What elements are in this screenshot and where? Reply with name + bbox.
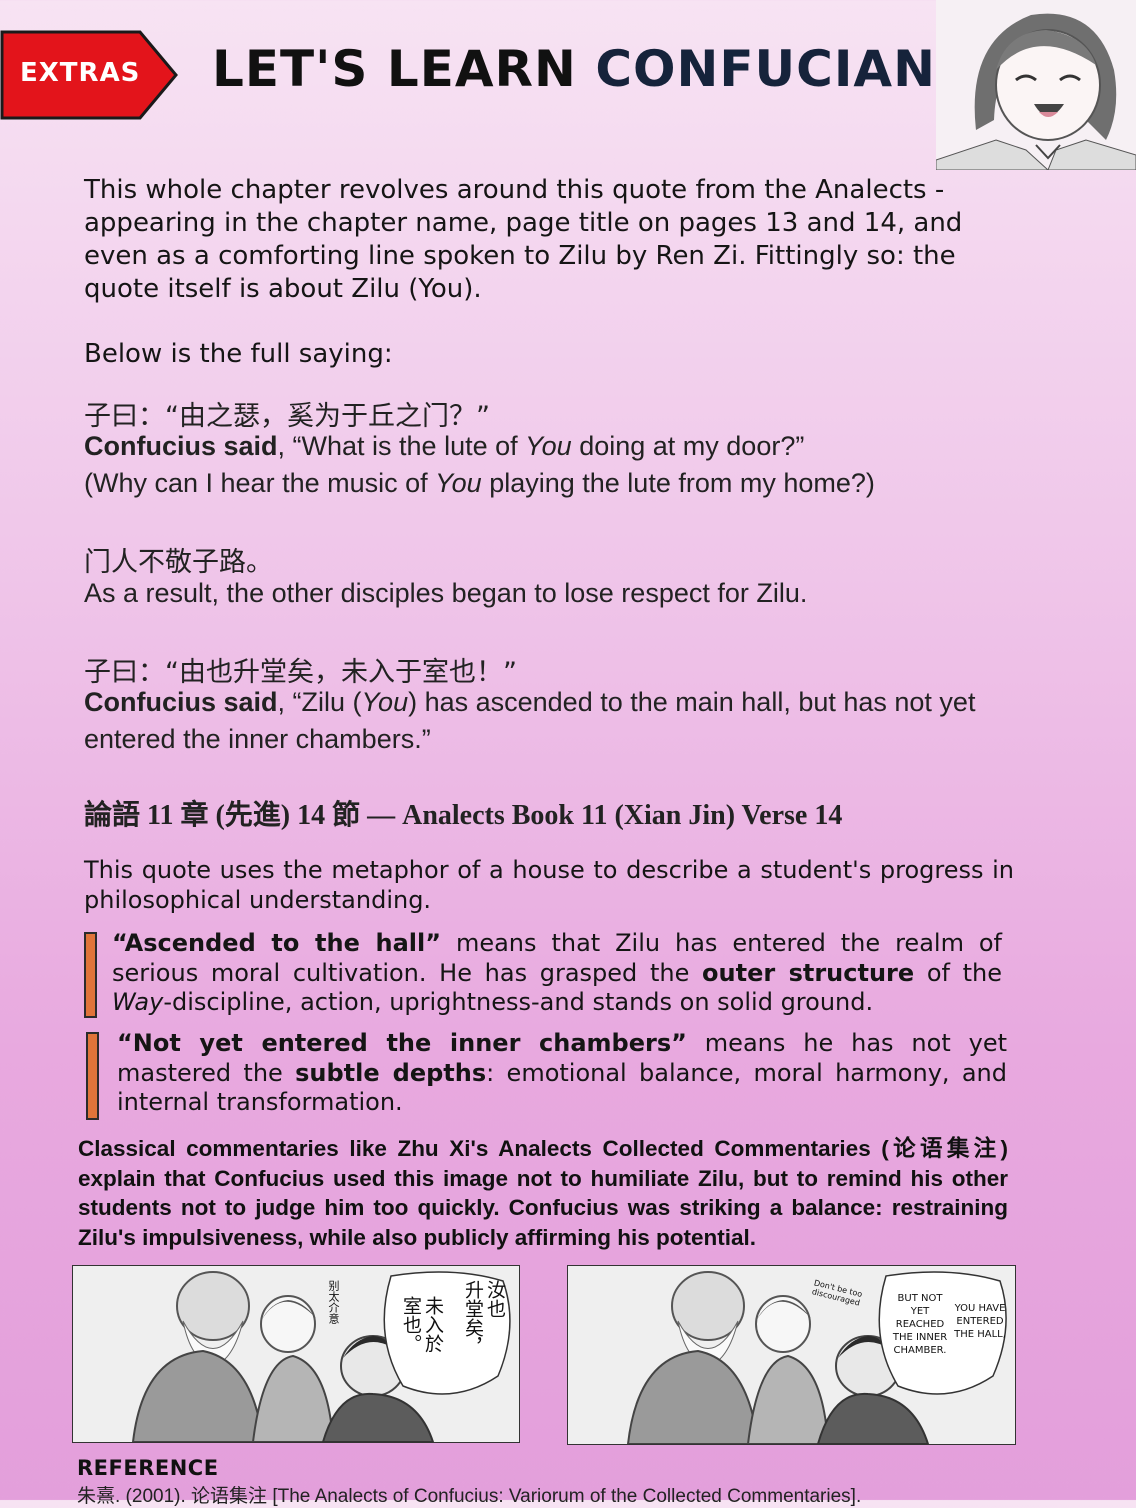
point1-text1: means that Zilu has entered the realm of… xyxy=(112,929,1003,987)
point1-bold: outer structure xyxy=(702,958,915,987)
metaphor-paragraph: This quote uses the metaphor of a house … xyxy=(84,856,1014,914)
point1-text3: -discipline, action, uprightness-and sta… xyxy=(163,988,874,1016)
quote2-english: As a result, the other disciples began t… xyxy=(84,578,808,608)
quote1-english: Confucius said, “What is the lute of You… xyxy=(84,428,1044,502)
quote3-text-after: ) has ascended to the main hall, but has… xyxy=(84,687,976,754)
quote1-gloss-after: playing the lute from my home?) xyxy=(481,468,875,498)
point2-text1: means he has not yet mastered the xyxy=(117,1029,1007,1087)
right-panel-bubble-left: BUT NOT YET REACHED THE INNER CHAMBER. xyxy=(892,1293,948,1356)
left-panel-small-note: 别太介意 xyxy=(327,1280,340,1324)
point1-paragraph: “Ascended to the hall” means that Zilu h… xyxy=(112,929,1002,1018)
quote1-text-after: doing at my door?” xyxy=(571,431,805,461)
quote1-name: You xyxy=(525,431,572,461)
left-panel-bubble-col1: 汝也 xyxy=(484,1280,506,1318)
quote1-speaker: Confucius said xyxy=(84,431,278,461)
quote2-chinese: 门人不敬子路。 xyxy=(84,547,273,578)
point2-paragraph: “Not yet entered the inner chambers” mea… xyxy=(117,1029,1007,1118)
quote1-gloss-before: (Why can I hear the music of xyxy=(84,468,436,498)
point1-italic: Way xyxy=(112,988,164,1016)
manga-panel-english: Don't be too discouraged BUT NOT YET REA… xyxy=(567,1265,1016,1445)
left-panel-bubble-col2: 升堂矣， xyxy=(462,1280,484,1356)
reference-heading: REFERENCE xyxy=(77,1456,219,1480)
quote3-speaker: Confucius said xyxy=(84,687,278,717)
point2-text2: : emotional balance, moral harmony, and … xyxy=(117,1058,1007,1117)
quote1-text-before: , “What is the lute of xyxy=(277,431,526,461)
point1-lead: “Ascended to the hall” xyxy=(112,929,442,957)
title-part1: LET'S LEARN xyxy=(212,40,577,98)
extras-tag xyxy=(0,30,178,120)
manga-panel-english-art xyxy=(568,1266,1015,1444)
right-panel-bubble-right: YOU HAVE ENTERED THE HALL, xyxy=(954,1303,1006,1340)
point2-accent-bar xyxy=(86,1032,99,1120)
extras-label: EXTRAS xyxy=(20,58,141,88)
quote1-gloss-name: You xyxy=(435,468,482,498)
intro-below: Below is the full saying: xyxy=(84,339,393,369)
quote3-text-before: , “Zilu ( xyxy=(277,687,362,717)
quote3-english: Confucius said, “Zilu (You) has ascended… xyxy=(84,684,1024,758)
intro-paragraph: This whole chapter revolves around this … xyxy=(84,175,963,304)
quote3-chinese: 子曰：“由也升堂矣，未入于室也！” xyxy=(84,657,517,688)
reference-text: 朱熹. (2001). 论语集注 [The Analects of Confuc… xyxy=(77,1486,862,1507)
point2-bold: subtle depths xyxy=(295,1058,487,1087)
mascot-illustration xyxy=(935,0,1136,171)
point2-lead: “Not yet entered the inner chambers” xyxy=(117,1029,687,1057)
quote3-name: You xyxy=(361,687,409,717)
point1-text2: of the xyxy=(914,958,1003,987)
point1-accent-bar xyxy=(84,932,97,1018)
left-panel-bubble-col4: 室也。 xyxy=(400,1296,422,1353)
manga-panel-chinese-art xyxy=(73,1266,519,1442)
quote1-chinese: 子曰：“由之瑟，奚为于丘之门？” xyxy=(84,401,490,432)
left-panel-bubble-col3: 未入於 xyxy=(422,1296,444,1353)
source-citation: 論語 11 章 (先進) 14 節 — Analects Book 11 (Xi… xyxy=(84,800,843,831)
commentary-paragraph: Classical commentaries like Zhu Xi's Ana… xyxy=(78,1136,1008,1250)
manga-panel-chinese: 别太介意 汝也 升堂矣， 未入於 室也。 xyxy=(72,1265,520,1443)
